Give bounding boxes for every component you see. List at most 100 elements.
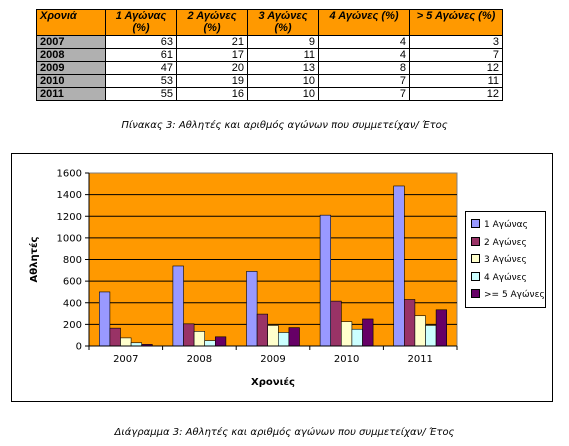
legend-swatch <box>471 254 480 263</box>
table-cell: 11 <box>247 48 319 62</box>
y-tick-label: 0 <box>76 342 82 353</box>
x-tick-label: 2011 <box>407 354 432 365</box>
legend-swatch <box>471 236 480 246</box>
y-tick-label: 400 <box>63 298 82 309</box>
bar <box>267 325 279 347</box>
table-cell: 53 <box>105 74 177 88</box>
bar <box>414 315 426 347</box>
y-tick-label: 1600 <box>57 169 82 180</box>
x-tick-label: 2010 <box>334 354 359 365</box>
y-tick-label: 600 <box>63 277 82 288</box>
header-2-races: 2 Αγώνες (%) <box>176 9 248 36</box>
bar <box>172 265 184 347</box>
legend-item: 2 Αγώνες <box>471 236 527 249</box>
table-cell: 19 <box>176 74 248 88</box>
table-row: 2007 63 21 9 4 3 <box>36 35 503 49</box>
table-row: 2010 53 19 10 7 11 <box>36 74 503 88</box>
table-cell: 55 <box>105 87 177 101</box>
table-cell: 63 <box>105 35 177 49</box>
bar <box>246 271 258 347</box>
legend-label: >= 5 Αγώνες <box>484 290 545 300</box>
table-cell: 4 <box>318 35 410 49</box>
bar-chart: 0 200 400 600 800 1000 1200 1400 1600 2007 2008 200… <box>28 169 458 388</box>
table-cell: 61 <box>105 48 177 62</box>
table-cell: 21 <box>176 35 248 49</box>
bar <box>256 313 269 347</box>
bar <box>109 327 121 347</box>
bar <box>183 323 195 347</box>
y-tick-label: 1200 <box>57 212 82 223</box>
table-cell: 11 <box>409 74 503 88</box>
bar <box>425 325 437 347</box>
legend-swatch <box>471 271 480 281</box>
table-cell-year: 2011 <box>36 87 106 101</box>
header-year: Χρονιά <box>36 9 106 36</box>
chart-legend: 1 Αγώνας 2 Αγώνες 3 Αγώνες 4 Αγώνες >= 5 Αγώ… <box>465 211 546 308</box>
legend-swatch <box>471 289 480 298</box>
legend-swatch <box>471 219 480 228</box>
legend-label: 2 Αγώνες <box>484 237 527 248</box>
bar <box>277 332 290 347</box>
legend-item: 4 Αγώνες <box>471 271 527 284</box>
table-cell: 12 <box>409 87 503 101</box>
x-tick-label: 2007 <box>113 354 138 365</box>
table-cell: 10 <box>247 74 319 88</box>
table-cell: 10 <box>247 87 319 101</box>
stats-table: Χρονιά 1 Αγώνας (%) 2 Αγώνες (%) 3 Αγώνε… <box>36 9 503 101</box>
bar <box>120 337 132 347</box>
bar <box>351 328 363 347</box>
header-4-races: 4 Αγώνες (%) <box>318 9 410 36</box>
chart-caption: Διάγραμμα 3: Αθλητές και αριθμός αγώνων … <box>114 427 455 438</box>
bar <box>99 291 111 347</box>
legend-label: 1 Αγώνας <box>484 220 528 230</box>
table-cell: 17 <box>176 48 248 62</box>
bar <box>330 300 342 347</box>
bar <box>404 299 416 347</box>
table-header-row: Χρονιά 1 Αγώνας (%) 2 Αγώνες (%) 3 Αγώνε… <box>36 9 503 36</box>
table-cell: 3 <box>409 35 503 49</box>
table-cell: 7 <box>318 87 410 101</box>
legend-item: 3 Αγώνες <box>471 254 527 266</box>
header-1-race: 1 Αγώνας (%) <box>105 9 177 36</box>
table-cell: 20 <box>176 61 248 75</box>
table-row: 2011 55 16 10 7 12 <box>36 87 503 101</box>
bar <box>214 336 227 347</box>
bar <box>435 309 447 347</box>
y-tick-label: 200 <box>63 320 82 331</box>
y-tick-label: 1400 <box>57 190 82 201</box>
table-cell-year: 2010 <box>36 74 106 88</box>
y-tick-label: 1000 <box>57 233 82 244</box>
bar <box>193 331 205 347</box>
table-cell: 47 <box>105 61 177 75</box>
bar <box>288 327 300 347</box>
table-cell: 7 <box>409 48 503 62</box>
table-cell: 7 <box>318 74 410 88</box>
legend-item: >= 5 Αγώνες <box>471 289 545 301</box>
bar <box>319 214 332 347</box>
chart-frame: 0 200 400 600 800 1000 1200 1400 1600 2007 2008 200… <box>11 153 553 402</box>
legend-label: 3 Αγώνες <box>484 255 527 265</box>
header-5plus-races: > 5 Αγώνες (%) <box>409 9 503 36</box>
x-tick-label: 2009 <box>260 354 285 365</box>
table-cell-year: 2009 <box>36 61 106 75</box>
legend-label: 4 Αγώνες <box>484 272 527 283</box>
table-cell: 12 <box>409 61 503 75</box>
header-3-races: 3 Αγώνες (%) <box>247 9 319 36</box>
axes: 0 200 400 600 800 1000 1200 1400 1600 2007 2008 200… <box>57 169 458 365</box>
table-cell-year: 2007 <box>36 35 106 49</box>
table-cell: 8 <box>318 61 410 75</box>
table-cell: 13 <box>247 61 319 75</box>
bar <box>362 318 374 347</box>
table-row: 2009 47 20 13 8 12 <box>36 61 503 75</box>
y-tick-label: 800 <box>63 255 82 266</box>
table-cell: 16 <box>176 87 248 101</box>
table-caption: Πίνακας 3: Αθλητές και αριθμός αγώνων πο… <box>121 120 448 131</box>
bar <box>393 185 405 347</box>
table-cell: 4 <box>318 48 410 62</box>
table-cell: 9 <box>247 35 319 49</box>
x-tick-label: 2008 <box>187 354 212 365</box>
x-axis-label: Χρονιές <box>251 376 295 388</box>
y-axis-label: Αθλητές <box>28 236 40 282</box>
bar <box>204 340 216 347</box>
table-cell-year: 2008 <box>36 48 106 62</box>
